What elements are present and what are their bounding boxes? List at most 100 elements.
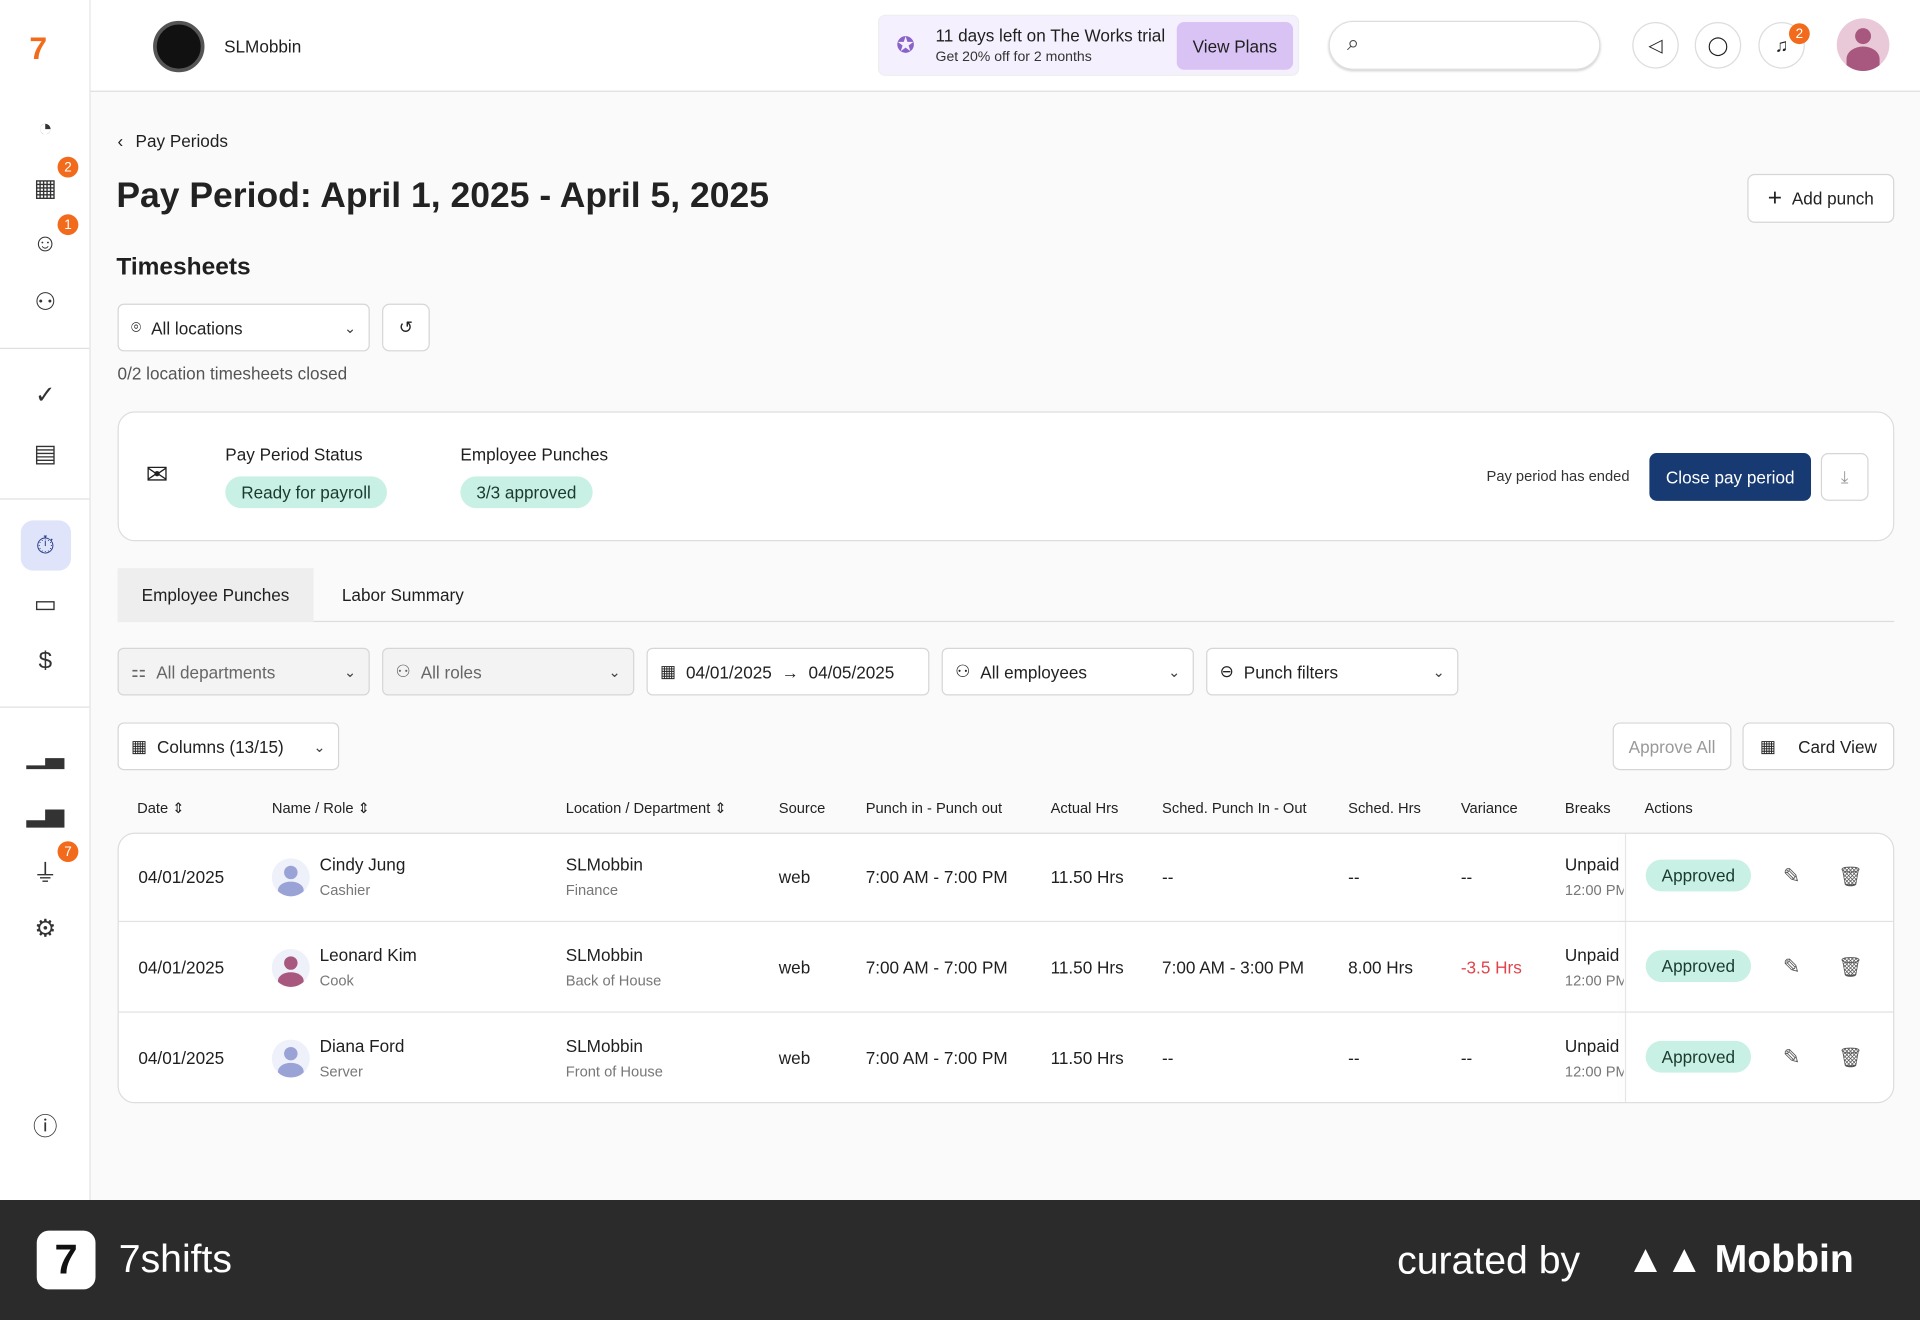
header-breaks: Breaks [1564,799,1611,817]
app-logo[interactable]: 7 [29,29,48,67]
cell-location: SLMobbin [565,854,643,875]
cell-punch: 7:00 AM - 7:00 PM [865,957,1008,978]
table-row: 04/01/2025 Leonard Kim Cook SLMobbin Back … [117,923,1894,1013]
settings-icon[interactable]: ⚙ [34,915,57,943]
tasks-icon[interactable]: ✓ [35,381,56,409]
search-input[interactable]: ⌕ [1328,20,1601,70]
breadcrumb[interactable]: ‹ Pay Periods [118,131,228,151]
header-name-role[interactable]: Name / Role ⇕ [271,799,370,817]
grid-icon: ▦ [1759,735,1777,756]
download-button[interactable]: ⤓ [1820,453,1869,501]
cell-variance: -- [1460,866,1473,887]
status-label: Pay Period Status [225,444,363,465]
roles-value: All roles [420,661,482,682]
cell-date: 04/01/2025 [138,1048,225,1068]
time-clock-icon[interactable]: ⏱ [35,532,55,559]
plus-icon: + [1767,184,1783,212]
schedule-icon[interactable]: ▦ [33,174,57,202]
cell-source: web [778,866,811,887]
date-range-picker[interactable]: ▦ 04/01/2025 → 04/05/2025 [646,647,930,696]
edit-pencil-icon[interactable]: ✎ [1782,955,1801,979]
punch-filters[interactable]: ⊖ Punch filters ⌄ [1206,647,1459,696]
employee-name[interactable]: Cindy Jung [319,854,406,875]
integrations-icon[interactable]: ⏚ [33,860,58,888]
brand-name: SLMobbin [224,36,302,57]
chevron-down-icon: ⌄ [1168,663,1181,681]
approved-badge: Approved [1645,859,1751,892]
employee-role: Cashier [319,881,371,899]
sidebar: 7 ◔ ▦ 2 ☺ 1 ⚇ ✓ ▤ ⏱ ▭ $ ▁▃ ▂▅ ⏚ 7 ⚙ ⓘ [0,0,91,1201]
trash-icon[interactable]: 🗑 [1837,1048,1863,1069]
location-select[interactable]: ⌾ All locations ⌄ [117,303,370,352]
footer: 7 7shifts curated by ▲▲ Mobbin [0,1200,1920,1320]
logbook-icon[interactable]: ▤ [33,440,57,468]
payroll-icon[interactable]: ▭ [33,590,57,618]
cell-department: Front of House [565,1062,663,1081]
cell-location: SLMobbin [565,1035,643,1056]
punches-badge: 3/3 approved [460,476,593,509]
chevron-down-icon: ⌄ [608,663,621,681]
punch-filters-value: Punch filters [1243,661,1339,682]
employee-name[interactable]: Leonard Kim [319,945,417,965]
tab-labor-summary[interactable]: Labor Summary [341,585,464,605]
employee-name[interactable]: Diana Ford [319,1035,405,1056]
analytics-icon[interactable]: ▂▅ [26,800,65,828]
cell-sched-hrs: 8.00 Hrs [1348,957,1413,978]
team-icon[interactable]: ⚇ [34,288,57,316]
add-punch-button[interactable]: + Add punch [1747,173,1895,223]
header-date[interactable]: Date ⇕ [137,799,185,817]
employee-role: Cook [319,972,354,990]
mobbin-logo: ▲▲ Mobbin [1626,1236,1854,1281]
trial-subtitle: Get 20% off for 2 months [935,50,1092,65]
card-view-button[interactable]: ▦ Card View [1742,722,1895,771]
dashboard-icon[interactable]: ◔ [37,114,53,142]
org-chart-icon: ⚏ [131,661,147,681]
announcements-icon[interactable]: ◁ [1632,22,1679,69]
avatar[interactable] [1836,18,1890,72]
history-button[interactable]: ↺ [382,303,430,352]
cell-location: SLMobbin [565,945,643,965]
roles-filter[interactable]: ⚇ All roles ⌄ [382,647,635,696]
bell-icon[interactable]: ♫ [1758,22,1805,69]
approved-badge: Approved [1645,950,1751,983]
header-sched-hrs: Sched. Hrs [1348,799,1421,817]
header-sched-punch: Sched. Punch In - Out [1162,799,1307,817]
trash-icon[interactable]: 🗑 [1837,866,1863,888]
closed-note: 0/2 location timesheets closed [117,363,348,384]
engage-icon[interactable]: ☺ [32,229,58,257]
chat-icon[interactable]: ◯ [1694,22,1742,69]
chevron-down-icon: ⌄ [344,318,357,337]
edit-pencil-icon[interactable]: ✎ [1782,1045,1801,1069]
columns-button[interactable]: ▦ Columns (13/15) ⌄ [117,722,340,771]
edit-pencil-icon[interactable]: ✎ [1782,864,1801,888]
breadcrumb-link[interactable]: Pay Periods [135,131,228,151]
table-icon: ▦ [131,735,148,756]
employee-avatar [271,858,310,897]
cell-break-type: Unpaid - [1564,1035,1624,1056]
cell-date: 04/01/2025 [138,866,225,887]
departments-value: All departments [156,661,276,682]
tab-employee-punches[interactable]: Employee Punches [117,568,314,623]
integrations-badge: 7 [57,841,79,863]
top-header: SLMobbin ✪ 11 days left on The Works tri… [90,0,1920,92]
cell-break-time: 12:00 PM [1564,972,1624,990]
trial-banner: ✪ 11 days left on The Works trial Get 20… [877,14,1300,76]
close-pay-period-button[interactable]: Close pay period [1649,453,1812,501]
help-icon[interactable]: ⓘ [33,1113,58,1141]
cell-break-type: Unpaid - [1564,854,1624,875]
chevron-left-icon: ‹ [117,131,124,151]
brand-logo[interactable] [153,20,205,73]
header-location[interactable]: Location / Department ⇕ [565,799,727,817]
approve-all-button[interactable]: Approve All [1612,722,1732,771]
tips-icon[interactable]: $ [38,647,53,675]
cell-punch: 7:00 AM - 7:00 PM [865,1048,1008,1068]
reports-icon[interactable]: ▁▃ [26,741,65,769]
approved-badge: Approved [1645,1040,1751,1073]
chevron-down-icon: ⌄ [313,737,326,755]
employees-filter[interactable]: ⚇ All employees ⌄ [941,647,1194,696]
trash-icon[interactable]: 🗑 [1837,957,1863,979]
departments-filter[interactable]: ⚏ All departments ⌄ [117,647,370,696]
cell-sched-punch: -- [1162,1048,1174,1068]
view-plans-button[interactable]: View Plans [1176,22,1294,70]
trial-title: 11 days left on The Works trial [935,25,1166,46]
